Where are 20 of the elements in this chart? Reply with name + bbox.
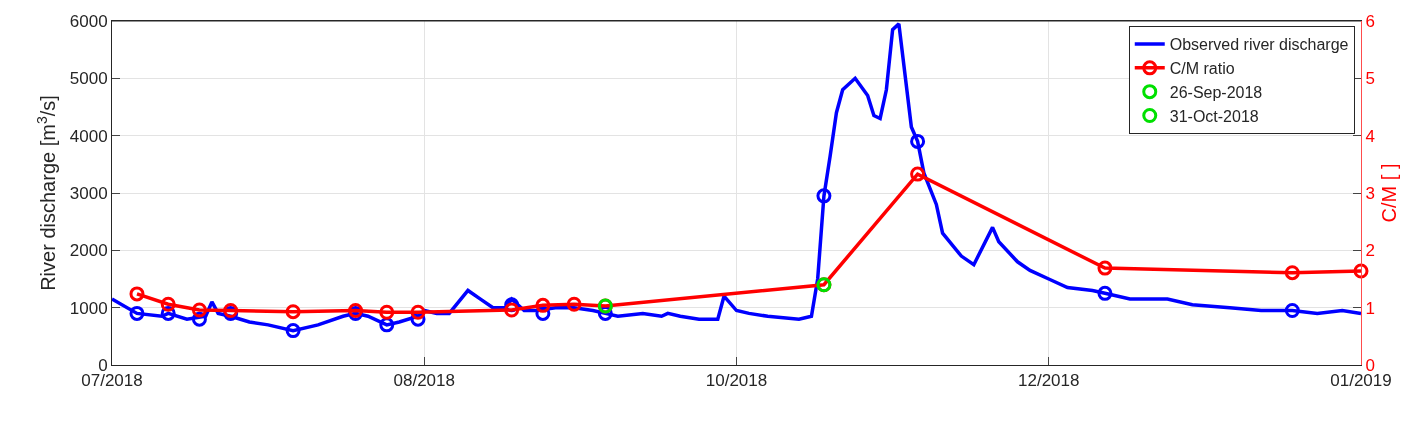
y-tick-label: 5000 <box>69 69 108 89</box>
y2-tick-label: 4 <box>1365 126 1375 146</box>
y2-tick-label: 2 <box>1365 241 1375 261</box>
y2-tick-label: 5 <box>1365 69 1375 89</box>
legend-label: Observed river discharge <box>1169 36 1349 54</box>
legend-label: C/M ratio <box>1169 60 1235 78</box>
x-tick-label: 08/2018 <box>393 371 455 391</box>
y2-tick-label: 3 <box>1365 183 1375 203</box>
x-tick-label: 10/2018 <box>705 371 768 391</box>
y-tick-label: 6000 <box>69 11 108 31</box>
y2-tick-label: 1 <box>1365 298 1375 318</box>
y-tick-label: 3000 <box>69 183 108 203</box>
legend-label: 26-Sep-2018 <box>1169 83 1263 101</box>
y2-axis-title: C/M [ ] <box>1378 163 1401 223</box>
legend-label: 31-Oct-2018 <box>1169 107 1259 125</box>
y-tick-label: 4000 <box>69 126 108 146</box>
y2-tick-label: 6 <box>1365 11 1375 31</box>
y-tick-label: 1000 <box>69 298 108 318</box>
y-tick-label: 2000 <box>69 241 108 261</box>
x-tick-label: 12/2018 <box>1018 371 1080 391</box>
